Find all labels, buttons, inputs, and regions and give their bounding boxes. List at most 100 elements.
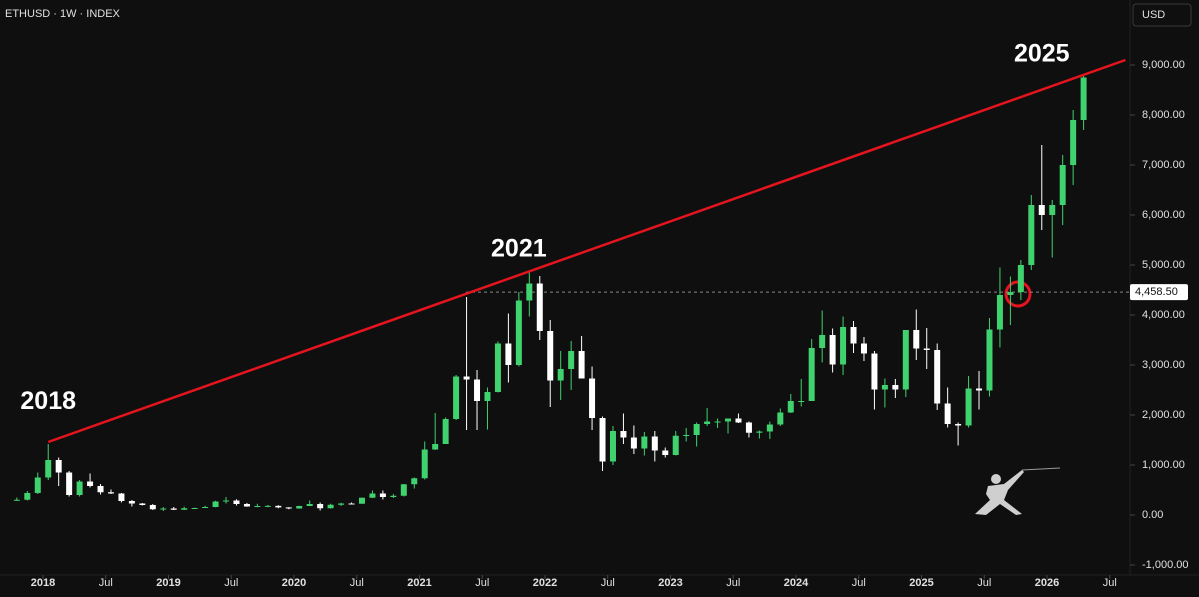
candle-body (557, 369, 564, 381)
candle-body (808, 348, 815, 401)
candle-body (264, 505, 271, 507)
candle-body (66, 472, 73, 495)
candle-body (1059, 165, 1066, 205)
y-tick-label: 8,000.00 (1142, 109, 1185, 121)
candle-body (965, 388, 972, 426)
candle-body (170, 508, 177, 510)
candle-body (202, 507, 209, 508)
candle-body (693, 424, 700, 435)
candle-body (285, 507, 292, 509)
candle-body (421, 449, 428, 479)
candle-body (1017, 265, 1024, 293)
candle-body (955, 424, 962, 426)
candle-body (484, 392, 491, 401)
candle-body (568, 351, 575, 369)
y-tick-label: 3,000.00 (1142, 359, 1185, 371)
candle-body (275, 505, 282, 508)
x-tick-label: 2025 (909, 577, 933, 589)
candle-body (850, 327, 857, 344)
y-tick-label: 6,000.00 (1142, 209, 1185, 221)
trendline (47, 58, 1126, 444)
candle-body (651, 436, 658, 451)
candle-body (1049, 205, 1056, 215)
candle-body (348, 503, 355, 505)
candle-body (599, 418, 606, 462)
candle-body (892, 385, 899, 390)
candle-body (1007, 292, 1014, 295)
candle-body (317, 504, 324, 509)
candle-body (1070, 120, 1077, 165)
currency-button[interactable] (1132, 3, 1192, 27)
candle-body (128, 501, 135, 504)
candle-body (944, 403, 951, 424)
candle-body (923, 348, 930, 350)
x-tick-label: Jul (99, 577, 113, 589)
annotation: 2021 (491, 235, 547, 263)
candle-body (902, 330, 909, 390)
candle-body (494, 343, 501, 392)
candle-body (589, 378, 596, 418)
candle-body (24, 493, 31, 500)
candle-body (745, 422, 752, 433)
candle-body (620, 431, 627, 438)
candle-body (379, 493, 386, 497)
candle-body (871, 353, 878, 390)
x-tick-label: Jul (977, 577, 991, 589)
x-tick-label: 2026 (1035, 577, 1059, 589)
x-tick-label: 2020 (282, 577, 306, 589)
candle-body (45, 460, 52, 478)
candle-body (505, 343, 512, 365)
candle-body (107, 492, 114, 494)
x-tick-label: Jul (726, 577, 740, 589)
x-tick-label: 2021 (407, 577, 431, 589)
candle-body (243, 504, 250, 507)
candle-body (934, 350, 941, 404)
candle-body (400, 484, 407, 496)
candle-body (34, 477, 41, 493)
candle-body (881, 385, 888, 390)
candle-body (536, 283, 543, 331)
candle-body (296, 506, 303, 509)
y-tick-label: 5,000.00 (1142, 259, 1185, 271)
candle-body (1038, 205, 1045, 215)
candle-body (735, 418, 742, 423)
candle-body (704, 421, 711, 424)
candle-body (986, 329, 993, 391)
y-tick-label: 1,000.00 (1142, 459, 1185, 471)
chart-title: ETHUSD · 1W · INDEX (5, 8, 121, 20)
candle-body (223, 500, 230, 502)
candle-body (13, 499, 20, 501)
y-tick-label: 0.00 (1142, 509, 1163, 521)
x-tick-label: 2024 (784, 577, 809, 589)
candle-body (254, 506, 261, 507)
candle-body (76, 481, 83, 495)
candle-body (463, 376, 470, 380)
candle-body (233, 500, 240, 504)
candle-body (369, 493, 376, 498)
x-tick-label: 2022 (533, 577, 557, 589)
candle-body (860, 343, 867, 354)
candle-body (725, 418, 732, 422)
candle-body (1080, 77, 1087, 120)
candle-body (840, 327, 847, 365)
candle-body (766, 424, 773, 432)
candle-body (306, 504, 313, 506)
candle-body (609, 431, 616, 462)
x-tick-label: 2018 (31, 577, 55, 589)
candle-body (358, 497, 365, 504)
candle-body (181, 508, 188, 510)
candle-body (212, 501, 219, 507)
candle-body (97, 486, 104, 493)
candle-body (829, 335, 836, 365)
candle-body (1028, 205, 1035, 265)
candle-body (411, 478, 418, 485)
currency-label[interactable]: USD (1142, 9, 1165, 21)
candle-body (327, 504, 334, 509)
y-tick-label: 7,000.00 (1142, 159, 1185, 171)
last-price-label: 4,458.50 (1135, 286, 1178, 298)
candle-body (87, 481, 94, 486)
last-price-box (1130, 284, 1188, 301)
candle-body (442, 419, 449, 444)
candle-body (683, 435, 690, 436)
candle-body (55, 460, 62, 473)
